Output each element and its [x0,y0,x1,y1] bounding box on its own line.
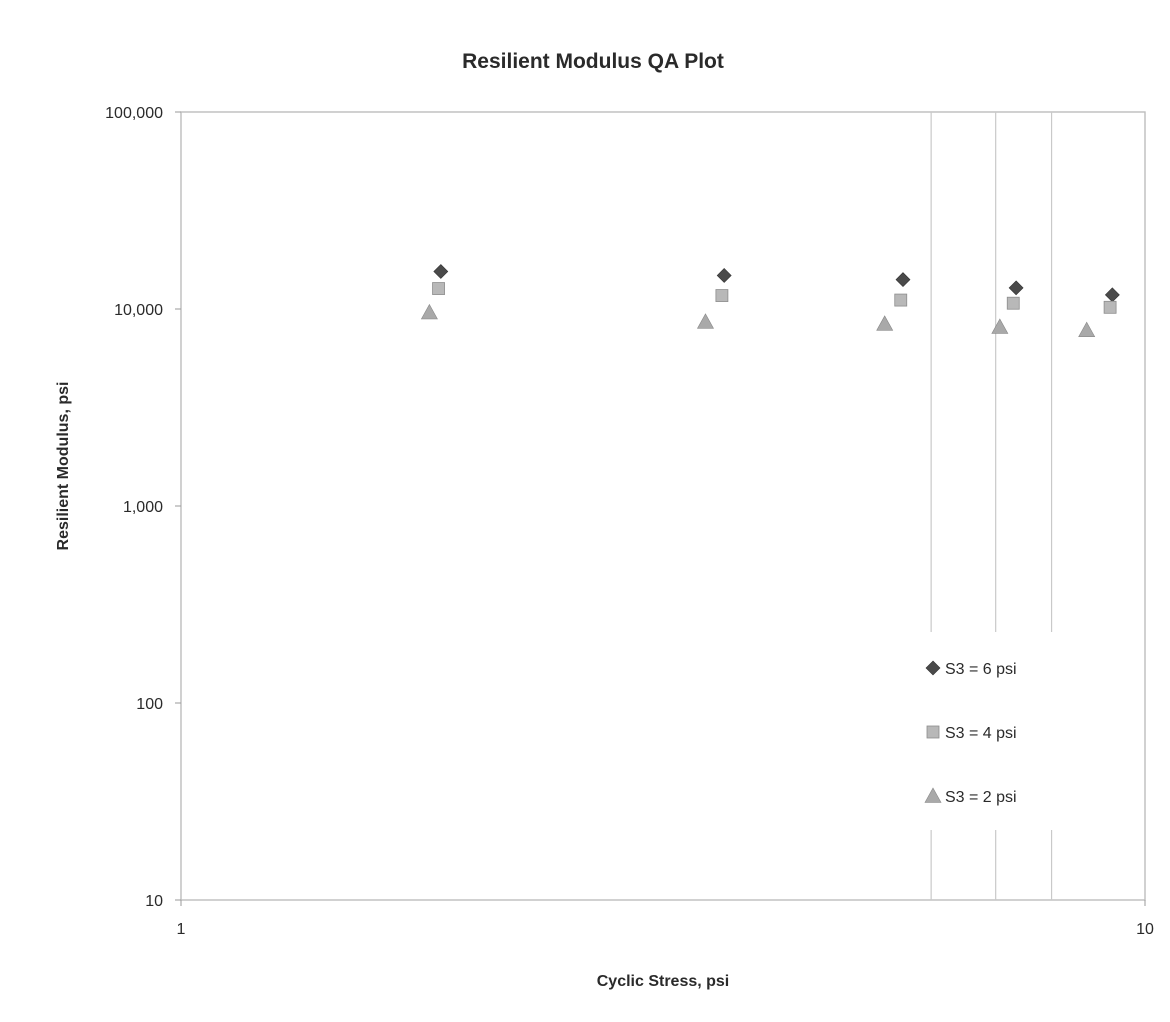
point-series-0-1 [716,268,732,283]
y-axis-label: Resilient Modulus, psi [55,382,72,551]
axis-ticks: 10 100 1,000 10,000 100,000 1 10 [105,105,1154,938]
y-tick-label-2: 1,000 [123,499,163,516]
point-series-0-0 [433,264,449,279]
point-series-1-1 [715,289,729,302]
point-series-0-3 [1008,280,1024,296]
y-tick-label-1: 100 [136,696,163,713]
point-series-1-3 [1006,296,1020,310]
x-tick-label-0: 1 [177,921,186,938]
legend: S3 = 6 psi S3 = 4 psi S3 = 2 psi [890,632,1078,830]
point-series-2-3 [991,318,1009,334]
x-tick-label-1: 10 [1136,921,1154,938]
legend-marker-1 [926,725,940,739]
chart-title: Resilient Modulus QA Plot [462,50,724,73]
point-series-1-2 [894,293,908,307]
y-tick-label-0: 10 [145,893,163,910]
legend-marker-2 [924,787,942,803]
legend-box [890,632,1078,830]
legend-label-0: S3 = 6 psi [945,661,1017,678]
point-series-1-0 [432,282,445,295]
y-tick-label-3: 10,000 [114,302,163,319]
point-series-0-2 [895,272,911,288]
legend-label-2: S3 = 2 psi [945,789,1017,806]
legend-marker-0 [925,660,941,676]
point-series-2-0 [420,303,438,320]
legend-label-1: S3 = 4 psi [945,725,1017,742]
y-tick-label-4: 100,000 [105,105,163,122]
data-points [420,264,1120,337]
point-series-2-2 [876,315,894,331]
x-axis-label: Cyclic Stress, psi [597,973,730,990]
point-series-2-4 [1078,321,1096,337]
point-series-2-1 [696,313,714,329]
point-series-1-4 [1103,300,1117,314]
